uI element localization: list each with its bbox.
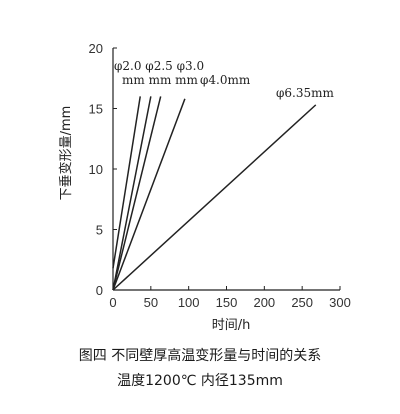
series-line-4.0 <box>112 98 186 291</box>
y-tick-label: 20 <box>89 41 103 56</box>
series-annotation: φ2.0 φ2.5 φ3.0 <box>114 59 204 73</box>
series-annotation: φ6.35mm <box>276 86 335 100</box>
series-line-2.0 <box>112 96 141 269</box>
chart: 0 50 100 150 200 250 300 0 5 10 15 20 φ2.0 φ2.5 φ3.… <box>58 41 351 333</box>
caption-line-2: 温度1200℃ 内径135mm <box>117 373 283 389</box>
series-line-6.35 <box>112 104 317 291</box>
x-tick-label: 250 <box>291 295 313 310</box>
y-axis-label: 下垂变形量/mm <box>58 106 74 201</box>
x-tick-label: 300 <box>329 295 351 310</box>
x-axis-label: 时间/h <box>212 318 251 333</box>
figure-caption: 图四 不同壁厚高温变形量与时间的关系 温度1200℃ 内径135mm <box>0 344 400 394</box>
series-annotation: φ4.0mm <box>200 73 251 87</box>
x-tick-label: 50 <box>144 295 158 310</box>
annotations: φ2.0 φ2.5 φ3.0mm mm mm φ4.0mm φ6.35mm <box>114 59 335 100</box>
y-tick-label: 0 <box>96 283 103 298</box>
series-lines <box>112 96 317 291</box>
x-tick-label: 200 <box>253 295 275 310</box>
ticks: 0 50 100 150 200 250 300 0 5 10 15 20 <box>89 41 351 310</box>
x-tick-label: 150 <box>216 295 238 310</box>
x-tick-label: 0 <box>109 295 116 310</box>
y-tick-label: 15 <box>89 102 103 117</box>
y-tick-label: 10 <box>89 162 103 177</box>
series-line-2.5 <box>112 96 152 291</box>
x-tick-label: 100 <box>178 295 200 310</box>
y-tick-label: 5 <box>96 223 103 238</box>
series-line-3.0 <box>112 96 162 291</box>
series-annotation: mm mm mm <box>122 73 199 87</box>
caption-line-1: 图四 不同壁厚高温变形量与时间的关系 <box>78 348 322 364</box>
